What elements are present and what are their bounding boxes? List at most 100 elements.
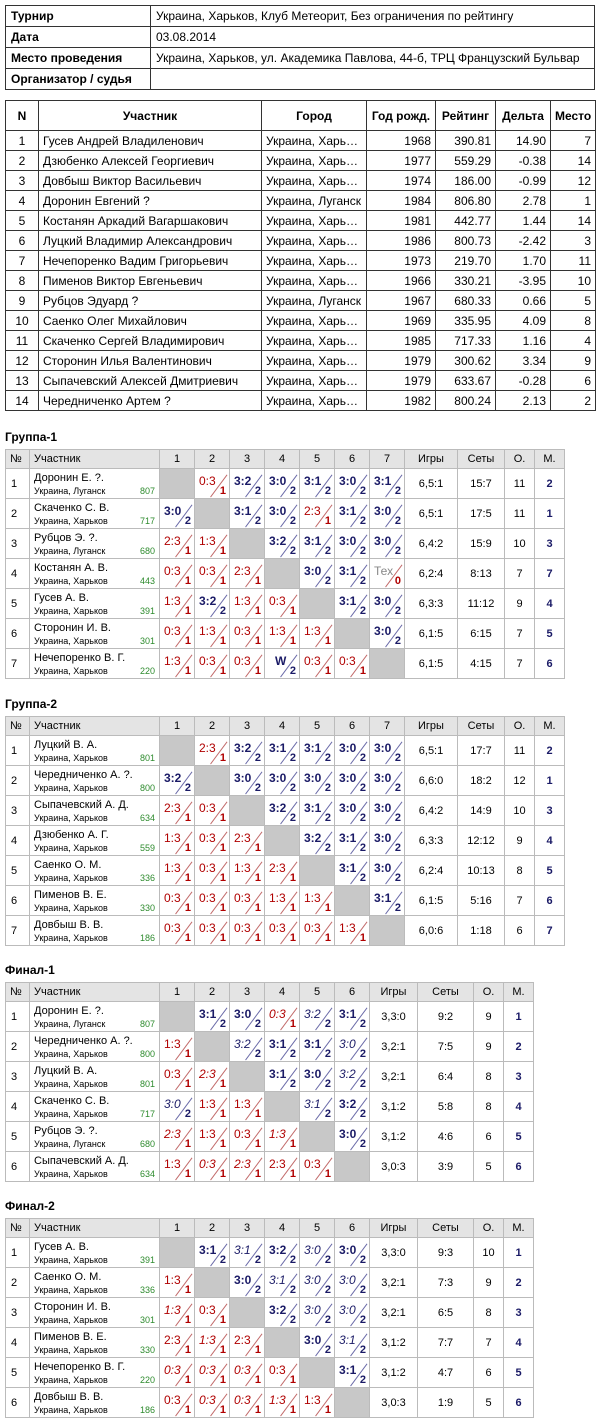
match-score: 3:1 bbox=[234, 504, 252, 518]
header-points: О. bbox=[473, 1218, 504, 1238]
match-points: 2 bbox=[394, 902, 401, 914]
match-score: 3:0 bbox=[339, 801, 357, 815]
match-result: 0:3 1 bbox=[229, 1387, 265, 1418]
participant-cell: 7 bbox=[550, 130, 596, 151]
participant-cell: Нечепоренко Вадим Григорьевич bbox=[38, 250, 262, 271]
player-cell: Рубцов Э. ?. Украина, Луганск 680 bbox=[29, 528, 160, 559]
match-points: 2 bbox=[254, 1048, 261, 1060]
match-points: 2 bbox=[359, 605, 366, 617]
match-score: 0:3 bbox=[199, 861, 216, 875]
match-score: 0:3 bbox=[269, 594, 286, 608]
result-slash-icon bbox=[210, 1127, 228, 1151]
result-slash-icon bbox=[210, 1067, 228, 1091]
result-slash-icon bbox=[175, 1097, 193, 1121]
participants-header: N bbox=[5, 100, 39, 131]
match-result: 0:3 1 bbox=[229, 915, 265, 946]
games-cell: 6,2:4 bbox=[404, 558, 458, 589]
info-row: Турнир Украина, Харьков, Клуб Метеорит, Б… bbox=[5, 5, 595, 27]
sets-cell: 15:9 bbox=[457, 528, 505, 559]
participant-cell: 6 bbox=[5, 230, 39, 251]
result-slash-icon bbox=[350, 1303, 368, 1327]
match-score: 2:3 bbox=[164, 801, 181, 815]
participant-cell: 330.21 bbox=[435, 270, 496, 291]
diagonal-cell bbox=[264, 1327, 300, 1358]
match-score: 3:1 bbox=[339, 831, 357, 845]
match-result: 3:0 2 bbox=[334, 1031, 370, 1062]
result-slash-icon bbox=[210, 1243, 228, 1267]
diagonal-cell bbox=[194, 498, 230, 529]
diagonal-cell bbox=[334, 1151, 370, 1182]
match-points: 2 bbox=[394, 545, 401, 557]
group-row: 4 Скаченко С. В. Украина, Харьков 717 3:0 2 1:… bbox=[5, 1091, 534, 1122]
participant-row: 13 Сыпачевский Алексей Дмитриевич Украина,… bbox=[5, 370, 596, 391]
group-row: 4 Пименов В. Е. Украина, Харьков 330 2:3 1 1:3… bbox=[5, 1327, 534, 1358]
place-cell: 1 bbox=[503, 1001, 534, 1032]
match-points: 2 bbox=[184, 515, 191, 527]
header-num: № bbox=[5, 449, 30, 469]
points-cell: 10 bbox=[504, 795, 535, 826]
result-slash-icon bbox=[350, 831, 368, 855]
match-points: 1 bbox=[219, 545, 226, 557]
match-result: 1:3 1 bbox=[299, 618, 335, 649]
games-cell: 3,1:2 bbox=[369, 1091, 418, 1122]
player-city: Украина, Харьков bbox=[34, 783, 108, 793]
match-points: 1 bbox=[324, 1168, 331, 1180]
result-slash-icon bbox=[210, 1007, 228, 1031]
match-score: 3:0 bbox=[339, 534, 357, 548]
match-result: 3:1 2 bbox=[334, 498, 370, 529]
participant-cell: 1.44 bbox=[495, 210, 551, 231]
sets-cell: 6:15 bbox=[457, 618, 505, 649]
place-cell: 3 bbox=[503, 1297, 534, 1328]
match-result: 1:3 1 bbox=[334, 915, 370, 946]
games-cell: 6,5:1 bbox=[404, 468, 458, 499]
match-score: 0:3 bbox=[199, 474, 216, 488]
match-points: 2 bbox=[324, 575, 331, 587]
match-score: 3:1 bbox=[199, 1007, 217, 1021]
result-slash-icon bbox=[245, 771, 263, 795]
player-rating: 717 bbox=[139, 516, 155, 526]
header-opponent-number: 6 bbox=[334, 982, 370, 1002]
header-opponent-number: 3 bbox=[229, 982, 265, 1002]
match-points: 1 bbox=[184, 872, 191, 884]
match-score: 0:3 bbox=[164, 564, 181, 578]
header-opponent-number: 7 bbox=[369, 449, 405, 469]
match-result: 0:3 1 bbox=[299, 648, 335, 679]
player-city: Украина, Харьков bbox=[34, 1345, 108, 1355]
match-result: 0:3 1 bbox=[264, 1357, 300, 1388]
result-slash-icon bbox=[315, 921, 333, 945]
match-score: 3:2 bbox=[269, 1303, 287, 1317]
match-result: 1:3 1 bbox=[159, 1297, 195, 1328]
match-points: 2 bbox=[394, 782, 401, 794]
match-points: 1 bbox=[289, 1018, 296, 1030]
match-result: 3:0 2 bbox=[334, 765, 370, 796]
sets-cell: 17:5 bbox=[457, 498, 505, 529]
match-points: 1 bbox=[184, 635, 191, 647]
points-cell: 7 bbox=[504, 648, 535, 679]
result-slash-icon bbox=[245, 624, 263, 648]
match-result: 1:3 1 bbox=[159, 1151, 195, 1182]
player-cell: Нечепоренко В. Г. Украина, Харьков 220 bbox=[29, 648, 160, 679]
header-num: № bbox=[5, 982, 30, 1002]
group-header-row: № Участник 1 2 3 4 5 6 7 Игры Сеты О. М. bbox=[5, 449, 565, 469]
match-result: 3:2 2 bbox=[334, 1091, 370, 1122]
player-city: Украина, Харьков bbox=[34, 843, 108, 853]
participant-cell: 14 bbox=[550, 210, 596, 231]
player-city: Украина, Луганск bbox=[34, 546, 106, 556]
header-sets: Сеты bbox=[457, 716, 505, 736]
match-score: 0:3 bbox=[199, 654, 216, 668]
points-cell: 11 bbox=[504, 468, 535, 499]
result-slash-icon bbox=[245, 831, 263, 855]
match-result: 0:3 1 bbox=[194, 795, 230, 826]
result-slash-icon bbox=[315, 1393, 333, 1417]
header-opponent-number: 3 bbox=[229, 449, 265, 469]
match-result: 3:0 2 bbox=[334, 528, 370, 559]
match-score: 0:3 bbox=[234, 624, 251, 638]
match-result: 3:1 2 bbox=[264, 1031, 300, 1062]
result-slash-icon bbox=[245, 1393, 263, 1417]
row-number: 2 bbox=[5, 1031, 30, 1062]
result-slash-icon bbox=[385, 861, 403, 885]
participant-cell: Украина, Харьков bbox=[261, 270, 367, 291]
sets-cell: 5:8 bbox=[417, 1091, 474, 1122]
match-score: 3:0 bbox=[374, 831, 392, 845]
match-result: 2:3 1 bbox=[229, 558, 265, 589]
